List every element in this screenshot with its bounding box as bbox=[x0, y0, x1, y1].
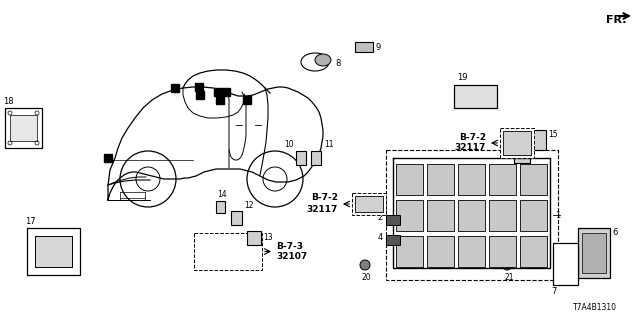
Text: 6: 6 bbox=[612, 228, 618, 237]
Bar bbox=[427, 200, 454, 231]
Text: 8: 8 bbox=[335, 60, 340, 68]
Text: 3: 3 bbox=[405, 209, 410, 218]
Text: 13: 13 bbox=[263, 234, 273, 243]
Circle shape bbox=[502, 260, 512, 270]
Text: 16: 16 bbox=[502, 132, 512, 141]
Bar bbox=[35, 236, 72, 267]
Bar bbox=[352, 193, 386, 215]
Text: 1: 1 bbox=[555, 211, 560, 220]
Text: 11: 11 bbox=[324, 140, 333, 149]
Bar bbox=[530, 130, 546, 150]
Ellipse shape bbox=[315, 54, 331, 66]
Bar bbox=[214, 88, 222, 96]
Text: 17: 17 bbox=[25, 217, 36, 226]
FancyBboxPatch shape bbox=[355, 42, 373, 52]
Bar bbox=[194, 233, 262, 270]
Bar bbox=[104, 154, 112, 162]
Bar bbox=[489, 200, 516, 231]
Bar bbox=[171, 84, 179, 92]
Bar bbox=[489, 164, 516, 195]
Text: 18: 18 bbox=[3, 97, 13, 106]
Text: 2: 2 bbox=[378, 213, 383, 222]
Text: FR.: FR. bbox=[606, 15, 627, 25]
Text: B-7-2: B-7-2 bbox=[459, 132, 486, 141]
Bar bbox=[520, 236, 547, 267]
Text: 12: 12 bbox=[244, 201, 253, 210]
Bar bbox=[10, 115, 37, 141]
Bar bbox=[458, 236, 485, 267]
Text: 15: 15 bbox=[548, 130, 557, 139]
Bar bbox=[296, 151, 306, 165]
Bar bbox=[489, 236, 516, 267]
Text: 32107: 32107 bbox=[276, 252, 307, 261]
Bar bbox=[396, 200, 423, 231]
Bar bbox=[311, 151, 321, 165]
Text: T7A4B1310: T7A4B1310 bbox=[573, 303, 617, 312]
Bar bbox=[386, 215, 400, 225]
Bar bbox=[500, 128, 534, 158]
Bar bbox=[582, 233, 606, 273]
Text: B-7-2: B-7-2 bbox=[311, 194, 338, 203]
Bar bbox=[503, 131, 531, 155]
Bar bbox=[231, 211, 242, 225]
Text: 5: 5 bbox=[405, 244, 410, 252]
Text: 21: 21 bbox=[504, 273, 514, 282]
Bar bbox=[222, 88, 230, 96]
Bar bbox=[355, 196, 383, 212]
Text: 7: 7 bbox=[551, 287, 556, 296]
Text: 32117: 32117 bbox=[454, 143, 486, 153]
Bar bbox=[27, 228, 80, 275]
Bar bbox=[216, 201, 225, 213]
Bar bbox=[458, 200, 485, 231]
Bar bbox=[553, 243, 578, 285]
Bar bbox=[386, 150, 558, 280]
Text: 14: 14 bbox=[217, 190, 227, 199]
Bar bbox=[216, 96, 224, 104]
Bar bbox=[386, 235, 400, 245]
Bar bbox=[427, 236, 454, 267]
Text: 19: 19 bbox=[457, 73, 467, 82]
Bar bbox=[520, 164, 547, 195]
Bar bbox=[5, 108, 42, 148]
Text: 4: 4 bbox=[378, 234, 383, 243]
Text: B-7-3: B-7-3 bbox=[276, 242, 303, 251]
Bar bbox=[454, 85, 497, 108]
Bar bbox=[520, 200, 547, 231]
Bar bbox=[458, 164, 485, 195]
Bar bbox=[243, 96, 251, 104]
Bar bbox=[427, 164, 454, 195]
Bar bbox=[396, 164, 423, 195]
Text: 10: 10 bbox=[284, 140, 294, 149]
Bar bbox=[514, 143, 530, 163]
Bar bbox=[196, 91, 204, 99]
Text: 20: 20 bbox=[361, 273, 371, 282]
Bar bbox=[578, 228, 610, 278]
Text: 9: 9 bbox=[375, 43, 380, 52]
Text: 32117: 32117 bbox=[307, 204, 338, 213]
Bar bbox=[396, 236, 423, 267]
Bar bbox=[195, 83, 203, 91]
Bar bbox=[247, 231, 261, 245]
Circle shape bbox=[360, 260, 370, 270]
